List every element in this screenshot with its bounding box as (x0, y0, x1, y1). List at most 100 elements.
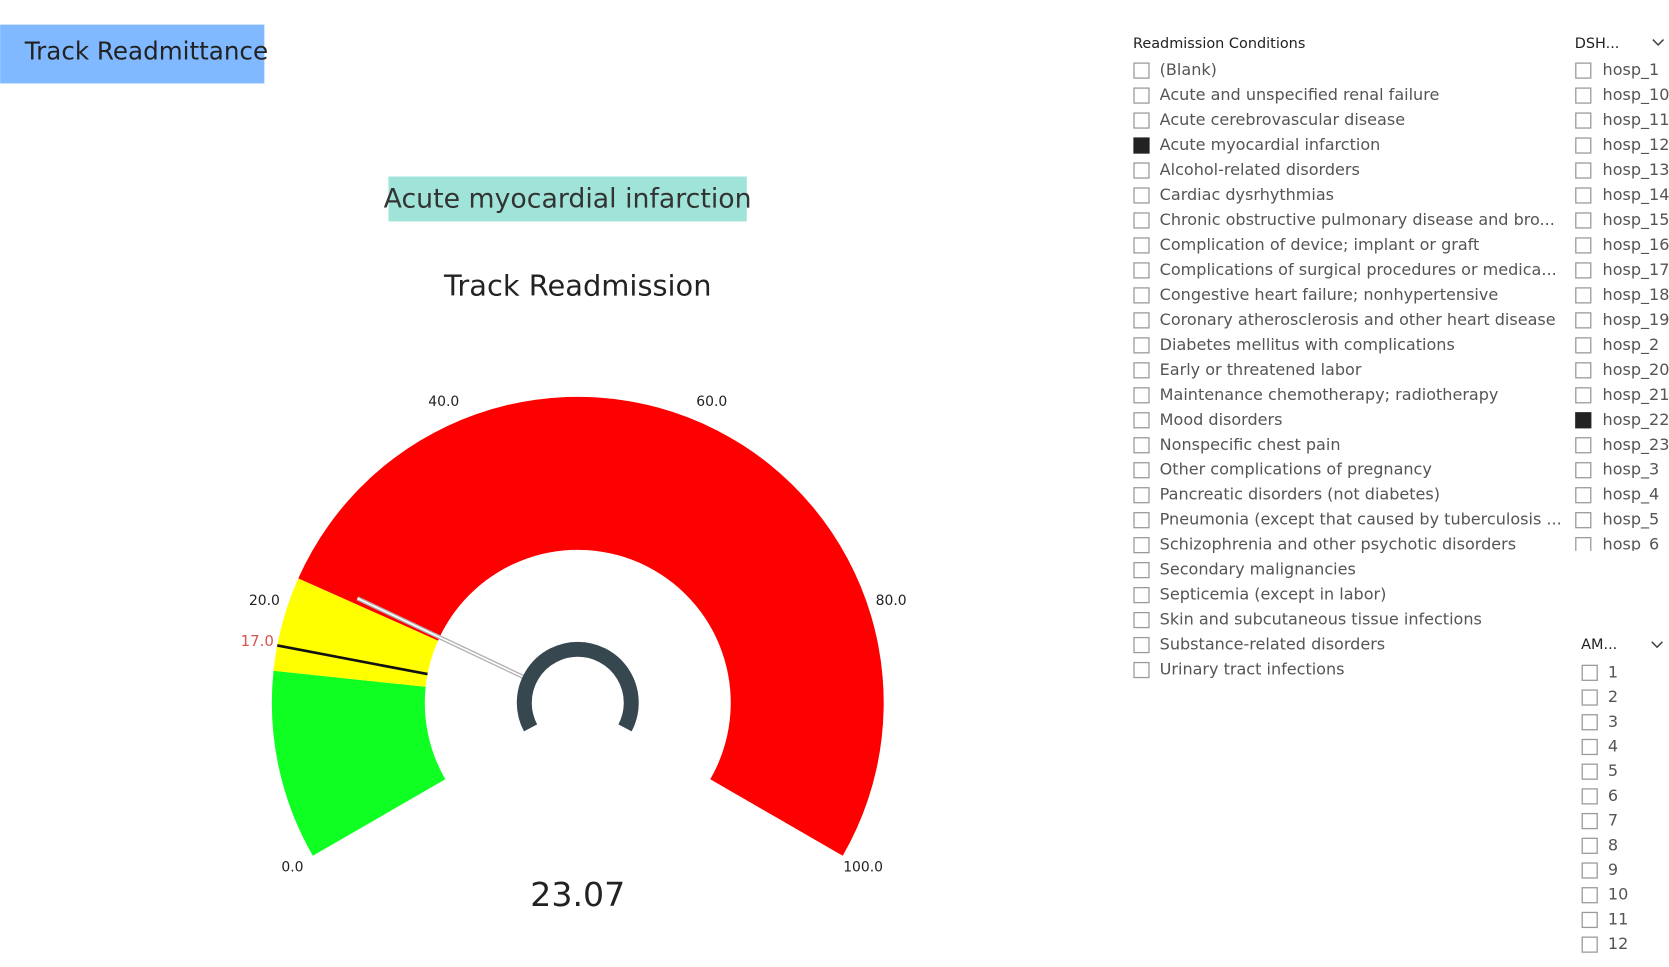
slicer-item[interactable]: 4 (1608, 736, 1618, 755)
slicer-item[interactable]: hosp_11 (1603, 110, 1669, 130)
checkbox[interactable] (1575, 462, 1592, 479)
slicer-item[interactable]: Cardiac dysrhythmias (1160, 185, 1334, 204)
checkbox[interactable] (1133, 586, 1150, 604)
checkbox[interactable] (1575, 487, 1592, 504)
slicer-item[interactable]: hosp_1 (1603, 60, 1660, 80)
checkbox[interactable] (1581, 936, 1598, 953)
checkbox[interactable] (1581, 837, 1598, 854)
checkbox[interactable] (1575, 362, 1592, 379)
checkbox[interactable] (1133, 187, 1150, 204)
checkbox-checked[interactable] (1575, 412, 1592, 429)
slicer-item[interactable]: 5 (1608, 761, 1618, 780)
button-background[interactable] (0, 24, 265, 84)
slicer-item[interactable]: (Blank) (1160, 60, 1217, 79)
checkbox[interactable] (1575, 112, 1592, 129)
slicer-item[interactable]: Diabetes mellitus with complications (1160, 335, 1455, 354)
slicer-item[interactable]: Early or threatened labor (1160, 360, 1362, 379)
checkbox[interactable] (1133, 262, 1150, 279)
checkbox[interactable] (1133, 487, 1150, 504)
slicer-item[interactable]: 6 (1608, 786, 1618, 805)
checkbox[interactable] (1581, 887, 1598, 904)
checkbox[interactable] (1133, 387, 1150, 404)
checkbox[interactable] (1575, 187, 1592, 204)
checkbox[interactable] (1133, 661, 1150, 679)
checkbox[interactable] (1581, 738, 1598, 756)
checkbox[interactable] (1581, 862, 1598, 879)
slicer-item[interactable]: hosp_19 (1603, 310, 1669, 330)
dropdown-chevron[interactable] (1652, 39, 1665, 46)
checkbox[interactable] (1575, 262, 1592, 279)
slicer-item[interactable]: hosp_2 (1603, 335, 1660, 355)
checkbox[interactable] (1575, 312, 1592, 329)
checkbox[interactable] (1575, 87, 1592, 104)
checkbox[interactable] (1133, 412, 1150, 429)
slicer-item[interactable]: 3 (1608, 712, 1618, 731)
slicer-item[interactable]: Pancreatic disorders (not diabetes) (1160, 485, 1440, 504)
checkbox[interactable] (1133, 312, 1150, 329)
slicer-item[interactable]: Septicemia (except in labor) (1160, 585, 1387, 604)
checkbox[interactable] (1581, 911, 1598, 929)
checkbox[interactable] (1575, 512, 1592, 529)
slicer-item[interactable]: Maintenance chemotherapy; radiotherapy (1160, 385, 1499, 404)
slicer-item[interactable]: Secondary malignancies (1160, 560, 1356, 579)
checkbox[interactable] (1575, 212, 1592, 229)
slicer-item[interactable]: hosp_15 (1603, 210, 1669, 230)
checkbox[interactable] (1133, 611, 1150, 629)
slicer-item[interactable]: hosp_17 (1603, 260, 1669, 280)
slicer-item[interactable]: 7 (1608, 811, 1618, 830)
slicer-item[interactable]: Other complications of pregnancy (1160, 460, 1433, 479)
slicer-item[interactable]: hosp_22 (1603, 410, 1669, 430)
checkbox[interactable] (1575, 437, 1592, 454)
checkbox[interactable] (1133, 212, 1150, 229)
checkbox[interactable] (1133, 87, 1150, 104)
slicer-item[interactable]: Congestive heart failure; nonhypertensiv… (1160, 285, 1499, 304)
button-label[interactable]: Track Readmittance (24, 36, 268, 65)
slicer-item[interactable]: Coronary atherosclerosis and other heart… (1160, 310, 1556, 329)
slicer-item[interactable]: Urinary tract infections (1160, 660, 1345, 679)
checkbox[interactable] (1581, 763, 1598, 780)
checkbox[interactable] (1133, 562, 1150, 579)
slicer-item[interactable]: Pneumonia (except that caused by tubercu… (1160, 510, 1562, 529)
checkbox[interactable] (1575, 62, 1592, 79)
checkbox[interactable] (1133, 337, 1150, 354)
checkbox[interactable] (1133, 162, 1150, 179)
checkbox-checked[interactable] (1133, 137, 1150, 154)
checkbox[interactable] (1575, 137, 1592, 154)
slicer-item[interactable]: Acute and unspecified renal failure (1160, 85, 1440, 104)
slicer-item[interactable]: 9 (1608, 860, 1618, 879)
slicer-item[interactable]: hosp_5 (1603, 510, 1660, 530)
slicer-item[interactable]: hosp_20 (1603, 360, 1669, 380)
checkbox[interactable] (1133, 462, 1150, 479)
slicer-item[interactable]: Acute cerebrovascular disease (1160, 110, 1406, 129)
slicer-item[interactable]: hosp_10 (1603, 85, 1669, 105)
slicer-item[interactable]: hosp_23 (1603, 435, 1669, 455)
dropdown-chevron[interactable] (1651, 641, 1663, 649)
slicer-item[interactable]: Nonspecific chest pain (1160, 435, 1341, 454)
slicer-item[interactable]: hosp_3 (1603, 460, 1660, 480)
checkbox[interactable] (1581, 788, 1598, 805)
checkbox[interactable] (1133, 636, 1150, 654)
slicer-item[interactable]: Chronic obstructive pulmonary disease an… (1160, 210, 1555, 229)
slicer-item[interactable]: Complication of device; implant or graft (1160, 235, 1480, 254)
slicer-item[interactable]: 8 (1608, 835, 1618, 854)
slicer-item[interactable]: Complications of surgical procedures or … (1160, 260, 1557, 279)
checkbox[interactable] (1575, 337, 1592, 354)
checkbox[interactable] (1581, 812, 1598, 830)
slicer-item[interactable]: hosp_6 (1603, 535, 1660, 555)
slicer-item[interactable]: hosp_16 (1603, 235, 1669, 255)
slicer-item[interactable]: Schizophrenia and other psychotic disord… (1160, 535, 1516, 554)
checkbox[interactable] (1581, 714, 1598, 731)
slicer-item[interactable]: hosp_12 (1603, 135, 1669, 155)
slicer-item[interactable]: hosp_21 (1603, 385, 1669, 405)
slicer-item[interactable]: Skin and subcutaneous tissue infections (1160, 610, 1482, 629)
slicer-item[interactable]: 2 (1608, 687, 1618, 706)
slicer-item[interactable]: 10 (1608, 885, 1628, 904)
slicer-item[interactable]: Substance-related disorders (1160, 635, 1385, 654)
slicer-item[interactable]: hosp_13 (1603, 160, 1669, 180)
checkbox[interactable] (1133, 362, 1150, 379)
checkbox[interactable] (1575, 162, 1592, 179)
header-button[interactable]: Track Readmittance (0, 24, 268, 84)
slicer-item[interactable]: hosp_4 (1603, 485, 1660, 505)
checkbox[interactable] (1133, 62, 1150, 79)
checkbox[interactable] (1133, 112, 1150, 129)
